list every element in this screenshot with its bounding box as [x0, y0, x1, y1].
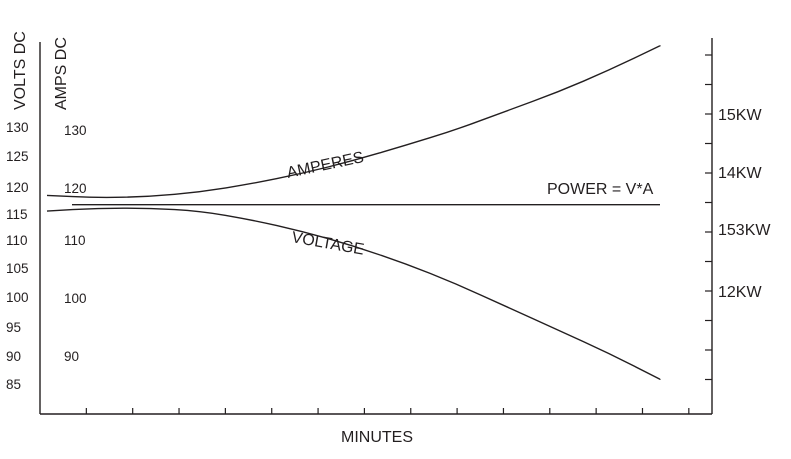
volts-tick-115: 115	[6, 207, 28, 222]
volts-tick-95: 95	[6, 320, 21, 335]
volts-tick-130: 130	[6, 120, 29, 135]
series-label-voltage: VOLTAGE	[290, 229, 365, 258]
volts-tick-100: 100	[6, 290, 29, 305]
volts-tick-85: 85	[6, 377, 21, 392]
x-axis-title: MINUTES	[341, 429, 413, 446]
volts-tick-120: 120	[6, 180, 29, 195]
volts-tick-labels: 130 125 120 115 110 105 100 95 90 85	[6, 120, 29, 392]
amps-tick-120: 120	[64, 181, 87, 196]
series-amperes-line	[46, 45, 661, 199]
series-voltage-line	[46, 207, 661, 381]
power-tick-12KW: 12KW	[718, 284, 762, 301]
series-label-amperes: AMPERES	[285, 149, 365, 182]
x-axis-ticks	[85, 408, 690, 414]
volts-tick-125: 125	[6, 149, 29, 164]
volts-tick-90: 90	[6, 349, 21, 364]
amps-tick-labels: 130 120 110 100 90	[64, 123, 87, 364]
y-axis-title-volts: VOLTS DC	[12, 31, 29, 110]
amps-tick-130: 130	[64, 123, 87, 138]
power-tick-14KW: 14KW	[718, 165, 762, 182]
amps-tick-110: 110	[64, 233, 86, 248]
y-axis-title-amps: AMPS DC	[53, 37, 70, 110]
power-tick-labels: 15KW 14KW 153KW 12KW	[718, 107, 771, 301]
right-axis-ticks	[705, 54, 712, 381]
power-tick-153KW: 153KW	[718, 222, 771, 239]
power-tick-15KW: 15KW	[718, 107, 762, 124]
series-label-power: POWER = V*A	[547, 181, 654, 198]
amps-tick-90: 90	[64, 349, 79, 364]
volts-tick-105: 105	[6, 261, 29, 276]
volts-tick-110: 110	[6, 233, 28, 248]
amps-tick-100: 100	[64, 291, 87, 306]
